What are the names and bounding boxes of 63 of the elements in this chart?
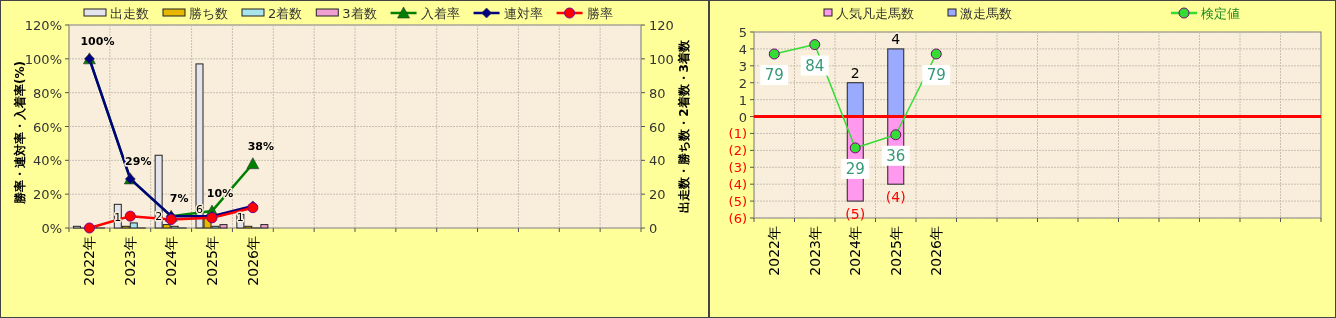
y2-tick-label: 20 bbox=[649, 187, 666, 203]
data-label: 7% bbox=[169, 192, 189, 206]
x-tick-label: 2022年 bbox=[81, 236, 98, 286]
x-tick-label: 2023年 bbox=[806, 226, 823, 276]
legend-label: 激走馬数 bbox=[960, 6, 1012, 21]
y-tick-label: 20% bbox=[33, 187, 62, 203]
y-tick-label: 3 bbox=[738, 58, 747, 74]
y2-axis-title: 出走数・勝ち数・2着数・3着数 bbox=[677, 39, 691, 213]
y-tick-label: (6) bbox=[728, 211, 747, 226]
y2-tick-label: 0 bbox=[649, 221, 658, 236]
data-label: 79 bbox=[764, 65, 784, 84]
y-axis-title: 勝率・連対率・入着率(%) bbox=[13, 61, 27, 205]
legend-label: 人気凡走馬数 bbox=[836, 6, 914, 21]
x-tick-label: 2026年 bbox=[928, 226, 945, 276]
data-label: (5) bbox=[845, 206, 866, 223]
y-tick-label: (4) bbox=[728, 177, 747, 193]
y-tick-label: 100% bbox=[24, 51, 62, 67]
x-tick-label: 2024年 bbox=[847, 226, 864, 276]
x-tick-label: 2025年 bbox=[887, 226, 904, 276]
legend-label: 入着率 bbox=[420, 6, 460, 21]
y-tick-label: (2) bbox=[728, 143, 747, 159]
y-tick-label: 4 bbox=[738, 41, 747, 57]
y-tick-label: 60% bbox=[33, 119, 62, 135]
x-tick-label: 2026年 bbox=[244, 236, 261, 286]
data-label: 29% bbox=[125, 154, 152, 168]
legend-label: 勝率 bbox=[586, 6, 613, 21]
legend-label: 2着数 bbox=[268, 6, 303, 21]
y2-tick-label: 40 bbox=[649, 153, 666, 169]
data-label: 2 bbox=[850, 64, 860, 81]
data-label: 2 bbox=[155, 209, 163, 223]
x-tick-label: 2025年 bbox=[204, 236, 220, 286]
legend-label: 勝ち数 bbox=[189, 6, 228, 21]
y-tick-label: 80% bbox=[33, 85, 62, 101]
data-label: 29 bbox=[845, 159, 865, 178]
legend-label: 出走数 bbox=[110, 6, 149, 21]
y-tick-label: (3) bbox=[728, 160, 747, 176]
data-label: 100% bbox=[80, 34, 115, 48]
data-label: 1 bbox=[236, 211, 244, 225]
x-tick-label: 2023年 bbox=[122, 236, 139, 286]
y2-tick-label: 80 bbox=[649, 85, 666, 101]
x-tick-label: 2024年 bbox=[163, 236, 180, 286]
data-label: 84 bbox=[805, 56, 825, 75]
y-tick-label: (5) bbox=[728, 194, 747, 210]
y-tick-label: 5 bbox=[738, 25, 747, 40]
y-tick-label: 40% bbox=[33, 153, 62, 169]
y-tick-label: 0% bbox=[41, 221, 62, 236]
y-tick-label: 0 bbox=[738, 109, 747, 125]
data-label: 79 bbox=[926, 65, 946, 84]
data-label: 4 bbox=[891, 30, 901, 47]
x-tick-label: 2022年 bbox=[766, 226, 783, 276]
legend-label: 検定値 bbox=[1201, 6, 1240, 21]
legend-label: 連対率 bbox=[503, 6, 543, 21]
data-label: 36 bbox=[886, 146, 906, 165]
y2-tick-label: 60 bbox=[649, 119, 666, 135]
data-label: 38% bbox=[247, 139, 275, 153]
y-tick-label: 2 bbox=[738, 75, 747, 91]
y-tick-label: 1 bbox=[738, 92, 747, 108]
y2-tick-label: 100 bbox=[649, 51, 674, 67]
legend-label: 3着数 bbox=[342, 6, 377, 21]
data-label: (4) bbox=[885, 189, 906, 206]
y-tick-label: 120% bbox=[24, 18, 62, 33]
y-tick-label: (1) bbox=[728, 126, 747, 142]
y2-tick-label: 120 bbox=[649, 18, 674, 33]
